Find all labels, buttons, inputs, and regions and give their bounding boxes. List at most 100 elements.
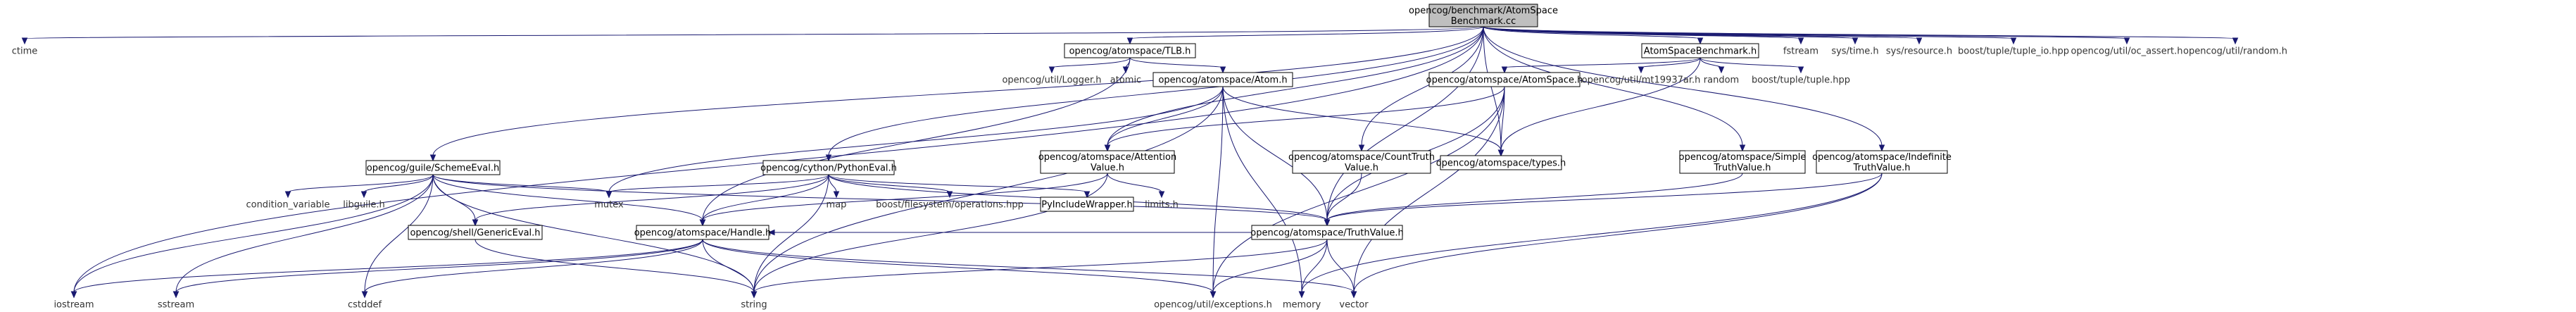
node-label: AtomSpaceBenchmark.h — [1644, 46, 1757, 57]
edge-tlb-atom — [1129, 57, 1226, 74]
edge-python-pyinc — [828, 174, 1091, 199]
node-condvar[interactable]: condition_variable — [246, 200, 329, 211]
edge-handle-cstddef — [361, 239, 703, 299]
node-label: opencog/util/oc_assert.h — [2071, 46, 2182, 57]
node-box — [636, 225, 769, 240]
node-string[interactable]: string — [741, 300, 767, 311]
node-box — [1428, 72, 1581, 87]
node-memory[interactable]: memory — [1283, 300, 1321, 311]
node-label: ctime — [12, 46, 38, 57]
node-root[interactable]: opencog/benchmark/AtomSpaceBenchmark.cc — [1409, 4, 1558, 27]
edge-truthvalue-memory — [1298, 239, 1328, 299]
node-label: atomic — [1110, 75, 1141, 86]
node-label: TruthValue.h — [1852, 163, 1910, 173]
node-label: PyIncludeWrapper.h — [1041, 200, 1132, 211]
edge-root-ctime — [21, 26, 1484, 45]
node-cstddef[interactable]: cstddef — [348, 300, 382, 311]
node-logger[interactable]: opencog/util/Logger.h — [1002, 75, 1101, 86]
node-box — [1040, 150, 1175, 174]
edge-root-asbench — [1483, 26, 1704, 45]
node-atomspace[interactable]: opencog/atomspace/AtomSpace.h — [1426, 72, 1583, 87]
node-fstream[interactable]: fstream — [1783, 46, 1818, 57]
node-mutex[interactable]: mutex — [594, 200, 624, 211]
node-atom[interactable]: opencog/atomspace/Atom.h — [1152, 72, 1293, 87]
node-libguile[interactable]: libguile.h — [343, 200, 385, 211]
node-label: vector — [1339, 300, 1369, 311]
node-label: limits.h — [1145, 200, 1179, 211]
node-types[interactable]: opencog/atomspace/types.h — [1436, 155, 1566, 170]
node-exceptions[interactable]: opencog/util/exceptions.h — [1154, 300, 1272, 311]
edge-indeftv-truthvalue — [1324, 173, 1883, 227]
edge-truthvalue-handle — [767, 229, 1252, 236]
node-box — [408, 225, 543, 240]
node-box — [762, 160, 895, 175]
edge-truthvalue-exceptions — [1210, 239, 1328, 299]
node-pyinc[interactable]: PyIncludeWrapper.h — [1040, 196, 1134, 212]
node-label: memory — [1283, 300, 1321, 311]
node-tuplehpp[interactable]: boost/tuple/tuple.hpp — [1752, 75, 1850, 86]
node-handle[interactable]: opencog/atomspace/Handle.h — [634, 225, 772, 240]
edge-asbench-random — [1699, 57, 1725, 74]
edge-truthvalue-vector — [1326, 239, 1357, 299]
edge-root-ocrandom — [1483, 26, 2239, 45]
node-tlb[interactable]: opencog/atomspace/TLB.h — [1064, 43, 1196, 58]
edge-atom-string — [750, 86, 1224, 299]
node-label: opencog/atomspace/CountTruth — [1288, 152, 1435, 163]
node-ocrandom[interactable]: opencog/util/random.h — [2183, 46, 2287, 57]
edge-attn-string — [750, 173, 1108, 299]
node-python[interactable]: opencog/cython/PythonEval.h — [760, 160, 897, 175]
edge-asbench-mt19937 — [1638, 57, 1701, 74]
node-label: sys/time.h — [1831, 46, 1878, 57]
node-box — [1152, 72, 1293, 87]
node-asbench[interactable]: AtomSpaceBenchmark.h — [1641, 43, 1759, 58]
edge-atomspace-attn — [1104, 86, 1505, 152]
node-atomic[interactable]: atomic — [1110, 75, 1141, 86]
node-systime[interactable]: sys/time.h — [1831, 46, 1878, 57]
node-generic[interactable]: opencog/shell/GenericEval.h — [408, 225, 543, 240]
node-label: libguile.h — [343, 200, 385, 211]
node-label: opencog/util/exceptions.h — [1154, 300, 1272, 311]
node-label: map — [827, 200, 847, 211]
node-box — [1251, 225, 1403, 240]
node-truthvalue[interactable]: opencog/atomspace/TruthValue.h — [1250, 225, 1404, 240]
node-random[interactable]: random — [1704, 75, 1739, 86]
node-label: opencog/cython/PythonEval.h — [760, 163, 897, 174]
edge-root-tlb — [1126, 26, 1484, 45]
node-iostream[interactable]: iostream — [54, 300, 94, 311]
node-tupleio[interactable]: boost/tuple/tuple_io.hpp — [1958, 46, 2069, 57]
node-label: opencog/atomspace/Atom.h — [1158, 75, 1287, 86]
node-boostfs[interactable]: boost/filesystem/operations.hpp — [876, 200, 1024, 211]
node-box — [1679, 150, 1806, 174]
node-limits[interactable]: limits.h — [1145, 200, 1179, 211]
edge-truthvalue-string — [750, 239, 1328, 299]
node-label: TruthValue.h — [1713, 163, 1771, 173]
edge-asbench-tuplehpp — [1699, 57, 1804, 74]
edge-asbench-atomspace — [1501, 57, 1701, 74]
node-ctime[interactable]: ctime — [12, 46, 38, 57]
node-box — [1428, 4, 1538, 27]
edge-attn-limits — [1107, 173, 1165, 199]
node-sysres[interactable]: sys/resource.h — [1886, 46, 1952, 57]
node-label: cstddef — [348, 300, 382, 311]
node-label: iostream — [54, 300, 94, 311]
node-vector[interactable]: vector — [1339, 300, 1369, 311]
node-label: opencog/atomspace/Simple — [1679, 152, 1807, 163]
node-label: opencog/benchmark/AtomSpace — [1409, 6, 1558, 16]
node-label: opencog/util/Logger.h — [1002, 75, 1101, 86]
node-mt19937[interactable]: opencog/util/mt19937ar.h — [1582, 75, 1701, 86]
node-label: opencog/atomspace/TLB.h — [1069, 46, 1191, 57]
node-scheme[interactable]: opencog/guile/SchemeEval.h — [365, 160, 501, 175]
node-ocassert[interactable]: opencog/util/oc_assert.h — [2071, 46, 2182, 57]
node-map[interactable]: map — [827, 200, 847, 211]
node-sstream[interactable]: sstream — [158, 300, 194, 311]
node-box — [1292, 150, 1431, 174]
edge-atomspace-vector — [1350, 86, 1505, 299]
node-label: fstream — [1783, 46, 1818, 57]
edge-atom-memory — [1222, 86, 1305, 299]
node-label: opencog/util/mt19937ar.h — [1582, 75, 1701, 86]
